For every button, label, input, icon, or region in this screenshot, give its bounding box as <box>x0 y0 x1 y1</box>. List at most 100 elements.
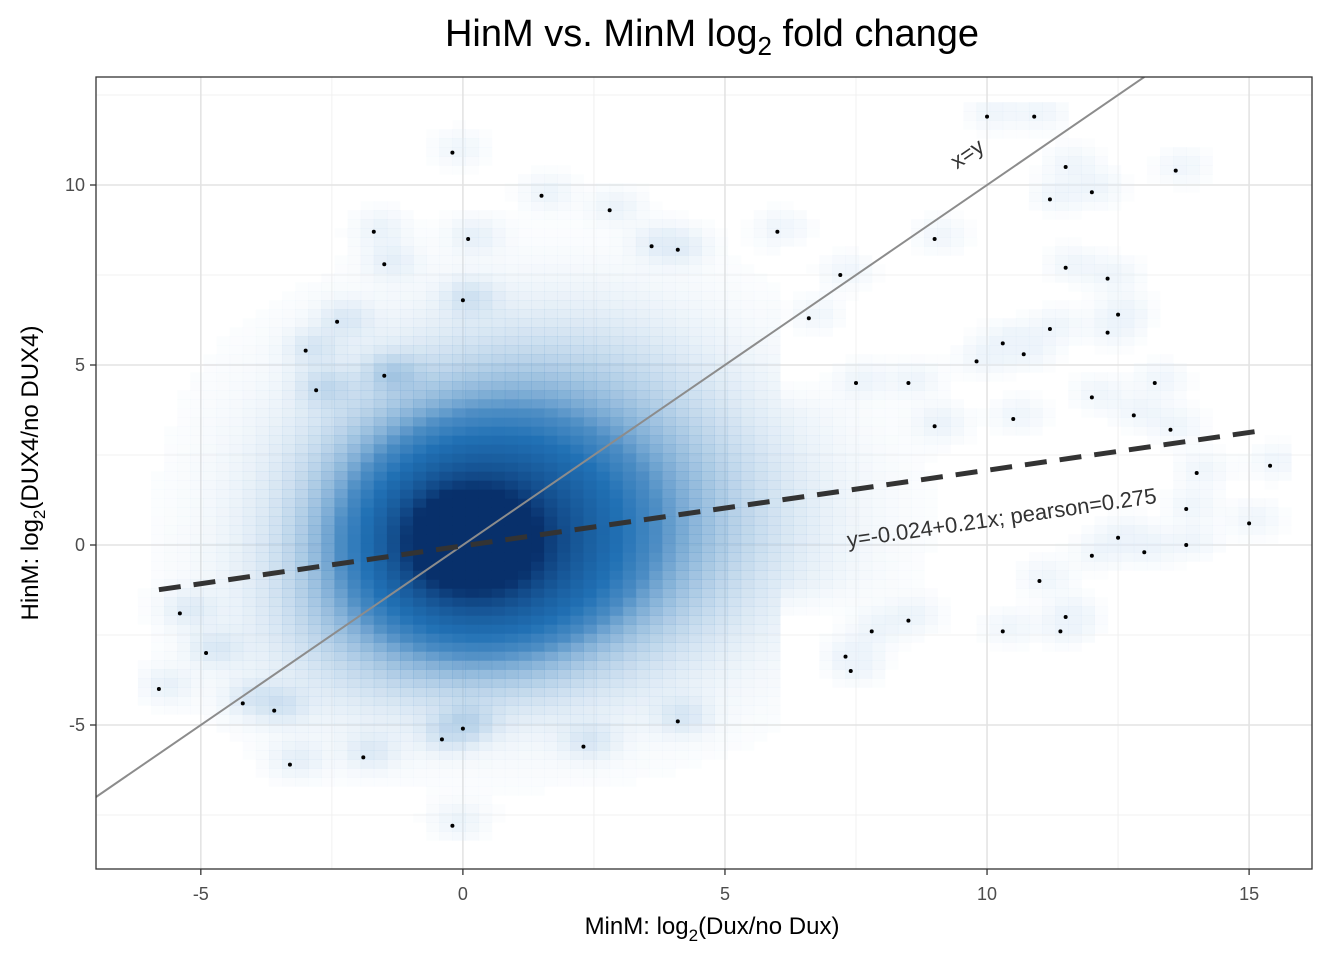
density-cell <box>504 579 519 589</box>
density-cell <box>1160 408 1174 418</box>
density-cell <box>400 300 414 310</box>
density-cell <box>780 570 794 580</box>
density-cell <box>465 228 480 238</box>
density-cell <box>793 480 807 490</box>
density-cell <box>622 201 637 211</box>
density-cell <box>766 705 781 715</box>
density-cell <box>478 813 493 823</box>
density-cell <box>675 570 689 580</box>
density-cell <box>793 444 807 454</box>
density-cell <box>360 246 375 256</box>
density-cell <box>347 390 362 400</box>
density-cell <box>1015 363 1030 373</box>
density-cell <box>282 561 296 571</box>
density-cell <box>491 237 506 247</box>
density-cell <box>688 714 702 724</box>
density-cell <box>255 498 270 508</box>
density-cell <box>360 201 375 211</box>
density-cell <box>1055 183 1069 193</box>
density-cell <box>1107 408 1122 418</box>
density-cell <box>570 246 584 256</box>
density-cell <box>766 516 781 526</box>
density-cell <box>740 363 755 373</box>
density-cell <box>255 507 270 517</box>
density-cell <box>465 624 480 634</box>
density-cell <box>242 651 257 661</box>
density-cell <box>517 705 532 715</box>
density-cell <box>334 606 349 616</box>
density-cell <box>557 759 571 769</box>
density-cell <box>360 777 375 787</box>
density-cell <box>1042 102 1056 112</box>
density-cell <box>321 624 335 634</box>
density-cell <box>963 228 978 238</box>
density-cell <box>491 624 506 634</box>
density-cell <box>413 435 427 445</box>
density-cell <box>819 570 833 580</box>
density-cell <box>531 705 545 715</box>
density-cell <box>1212 525 1227 535</box>
density-cell <box>517 471 532 481</box>
density-cell <box>491 507 506 517</box>
density-cell <box>439 255 453 265</box>
density-cell <box>963 327 978 337</box>
density-cell <box>1212 480 1227 490</box>
density-cell <box>911 453 925 463</box>
density-cell <box>911 219 925 229</box>
density-cell <box>780 507 794 517</box>
density-cell <box>714 327 729 337</box>
density-cell <box>845 471 860 481</box>
density-cell <box>635 714 650 724</box>
density-cell <box>282 354 296 364</box>
density-cell <box>648 246 663 256</box>
density-cell <box>727 381 742 391</box>
density-cell <box>439 390 453 400</box>
density-cell <box>308 723 322 733</box>
density-cell <box>740 291 755 301</box>
density-cell <box>858 534 873 544</box>
density-cell <box>911 426 925 436</box>
density-cell <box>216 651 231 661</box>
density-cell <box>963 111 978 121</box>
density-cell <box>648 417 663 427</box>
density-cell <box>753 660 768 670</box>
density-cell <box>347 669 362 679</box>
density-cell <box>871 354 886 364</box>
density-cell <box>1277 516 1292 526</box>
data-point <box>439 737 444 742</box>
density-cell <box>688 453 702 463</box>
density-cell <box>806 507 820 517</box>
density-cell <box>190 588 204 598</box>
density-cell <box>1055 336 1069 346</box>
density-cell <box>609 768 624 778</box>
density-cell <box>216 444 231 454</box>
density-cell <box>806 309 820 319</box>
density-cell <box>321 399 335 409</box>
density-cell <box>229 705 244 715</box>
density-cell <box>1081 300 1095 310</box>
density-cell <box>622 219 637 229</box>
density-cell <box>766 246 781 256</box>
density-cell <box>426 444 440 454</box>
density-cell <box>924 516 938 526</box>
density-cell <box>701 255 715 265</box>
density-cell <box>1146 417 1161 427</box>
density-cell <box>780 408 794 418</box>
density-cell <box>871 408 886 418</box>
density-cell <box>635 453 650 463</box>
density-cell <box>662 768 676 778</box>
density-cell <box>203 480 218 490</box>
density-cell <box>622 588 637 598</box>
density-cell <box>557 219 571 229</box>
density-cell <box>504 714 519 724</box>
density-cell <box>924 507 938 517</box>
density-cell <box>1042 111 1056 121</box>
density-cell <box>268 660 283 670</box>
density-cell <box>413 606 427 616</box>
density-cell <box>413 723 427 733</box>
density-cell <box>439 642 453 652</box>
density-cell <box>635 732 650 742</box>
density-cell <box>1133 363 1148 373</box>
density-cell <box>950 354 964 364</box>
density-cell <box>1120 174 1135 184</box>
